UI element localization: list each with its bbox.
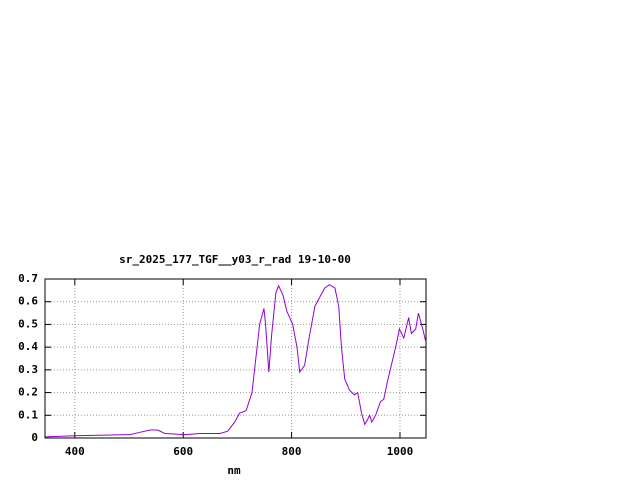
data-line — [44, 284, 426, 438]
y-tick-label: 0 — [31, 431, 38, 444]
x-tick-label: 1000 — [387, 445, 414, 458]
x-tick-label: 800 — [282, 445, 302, 458]
y-tick-label: 0.3 — [18, 363, 38, 376]
y-tick-label: 0.1 — [18, 408, 38, 421]
plot-border — [44, 278, 427, 439]
x-tick-label: 400 — [65, 445, 85, 458]
y-tick-label: 0.6 — [18, 295, 38, 308]
chart-title: sr_2025_177_TGF__y03_r_rad 19-10-00 — [119, 253, 351, 266]
y-tick-label: 0.2 — [18, 386, 38, 399]
x-axis-label: nm — [227, 464, 241, 477]
y-tick-label: 0.5 — [18, 317, 38, 330]
x-tick-label: 600 — [173, 445, 193, 458]
y-tick-label: 0.7 — [18, 272, 38, 285]
y-tick-label: 0.4 — [18, 340, 38, 353]
